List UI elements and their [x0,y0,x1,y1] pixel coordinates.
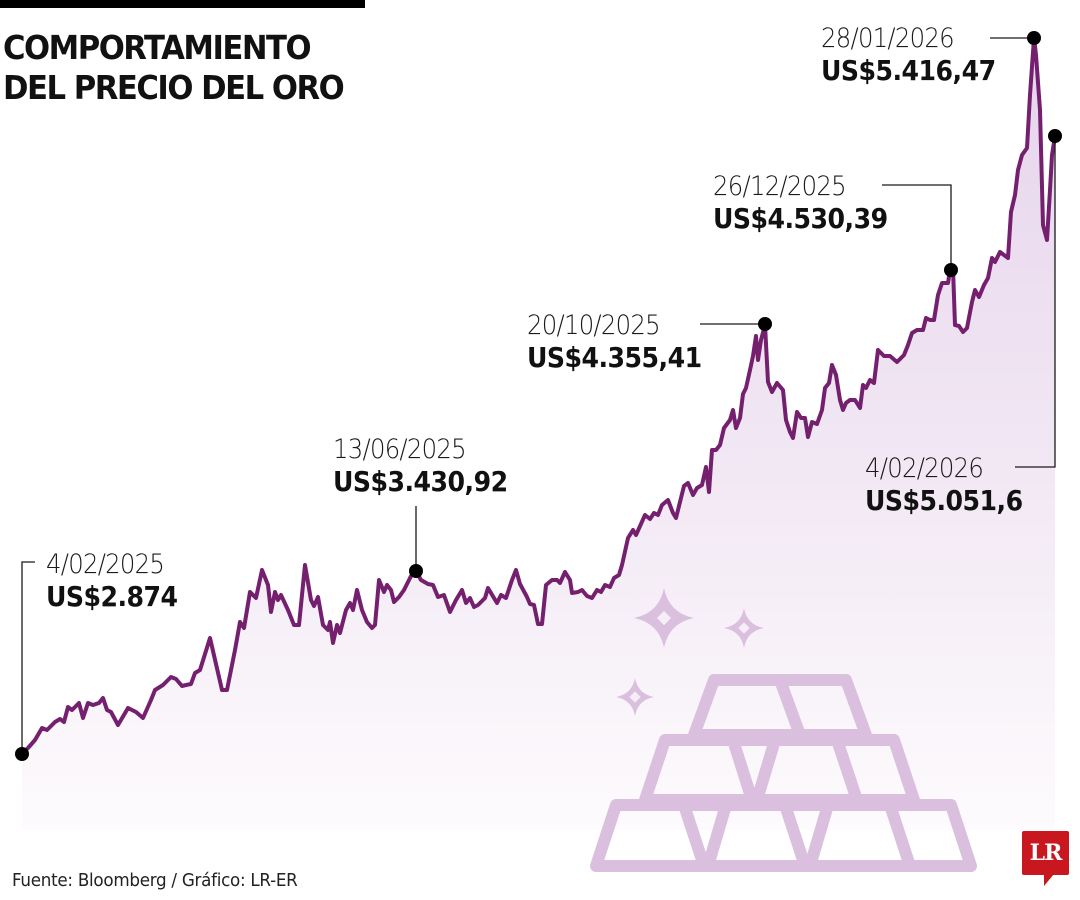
source-credit: Fuente: Bloomberg / Gráfico: LR-ER [12,870,298,891]
marker-2026-01-28 [1027,31,1041,45]
marker-2025-02-04 [15,747,29,761]
marker-2025-12-26 [944,263,958,277]
annotation-value: US$5.416,47 [821,54,996,87]
annotation-2026-02-04: 4/02/2026 US$5.051,6 [865,455,1040,515]
price-line [20,36,1057,756]
annotation-date: 4/02/2026 [865,453,984,484]
annotation-value: US$5.051,6 [865,484,1023,517]
annotation-value: US$2.874 [46,580,178,613]
annotation-2025-12-26: 26/12/2025 US$4.530,39 [713,173,907,233]
annotation-2025-10-20: 20/10/2025 US$4.355,41 [527,312,721,372]
chart-title: COMPORTAMIENTO DEL PRECIO DEL ORO [3,28,345,108]
annotation-value: US$4.530,39 [713,202,888,235]
price-area-fill [22,38,1055,830]
sparkle-icons [616,588,764,716]
annotation-value: US$3.430,92 [333,465,508,498]
annotation-date: 20/10/2025 [527,310,661,341]
annotation-2026-01-28: 28/01/2026 US$5.416,47 [821,25,1015,85]
marker-2025-06-13 [409,564,423,578]
top-accent-bar [0,0,365,8]
title-line-2: DEL PRECIO DEL ORO [3,68,345,107]
annotation-value: US$4.355,41 [527,341,702,374]
marker-2026-02-04 [1048,129,1062,143]
title-line-1: COMPORTAMIENTO [3,28,312,67]
lr-logo: LR [1022,831,1069,886]
annotation-date: 13/06/2025 [333,434,467,465]
annotation-date: 26/12/2025 [713,171,847,202]
annotation-date: 4/02/2025 [46,549,165,580]
highlight-markers [15,31,1062,761]
annotation-date: 28/01/2026 [821,23,955,54]
annotation-2025-02-04: 4/02/2025 US$2.874 [46,551,192,611]
leader-lines [21,37,1056,754]
gold-bars-icon [590,674,977,872]
annotation-2025-06-13: 13/06/2025 US$3.430,92 [333,436,527,496]
marker-2025-10-20 [758,317,772,331]
